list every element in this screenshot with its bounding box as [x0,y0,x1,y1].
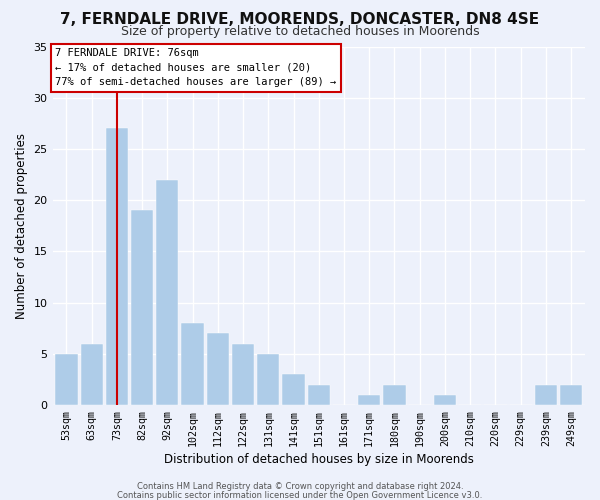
Bar [232,344,254,405]
Text: Contains HM Land Registry data © Crown copyright and database right 2024.: Contains HM Land Registry data © Crown c… [137,482,463,491]
Bar [80,344,103,405]
Text: 7 FERNDALE DRIVE: 76sqm
← 17% of detached houses are smaller (20)
77% of semi-de: 7 FERNDALE DRIVE: 76sqm ← 17% of detache… [55,48,337,87]
Bar [55,354,77,405]
Text: Contains public sector information licensed under the Open Government Licence v3: Contains public sector information licen… [118,490,482,500]
Bar [383,384,406,405]
Y-axis label: Number of detached properties: Number of detached properties [15,133,28,319]
Text: 7, FERNDALE DRIVE, MOORENDS, DONCASTER, DN8 4SE: 7, FERNDALE DRIVE, MOORENDS, DONCASTER, … [61,12,539,28]
Text: Size of property relative to detached houses in Moorends: Size of property relative to detached ho… [121,25,479,38]
Bar [308,384,330,405]
Bar [535,384,557,405]
Bar [434,395,456,405]
Bar [181,323,203,405]
Bar [257,354,280,405]
X-axis label: Distribution of detached houses by size in Moorends: Distribution of detached houses by size … [164,453,474,466]
Bar [156,180,178,405]
Bar [560,384,582,405]
Bar [283,374,305,405]
Bar [358,395,380,405]
Bar [131,210,153,405]
Bar [207,334,229,405]
Bar [106,128,128,405]
